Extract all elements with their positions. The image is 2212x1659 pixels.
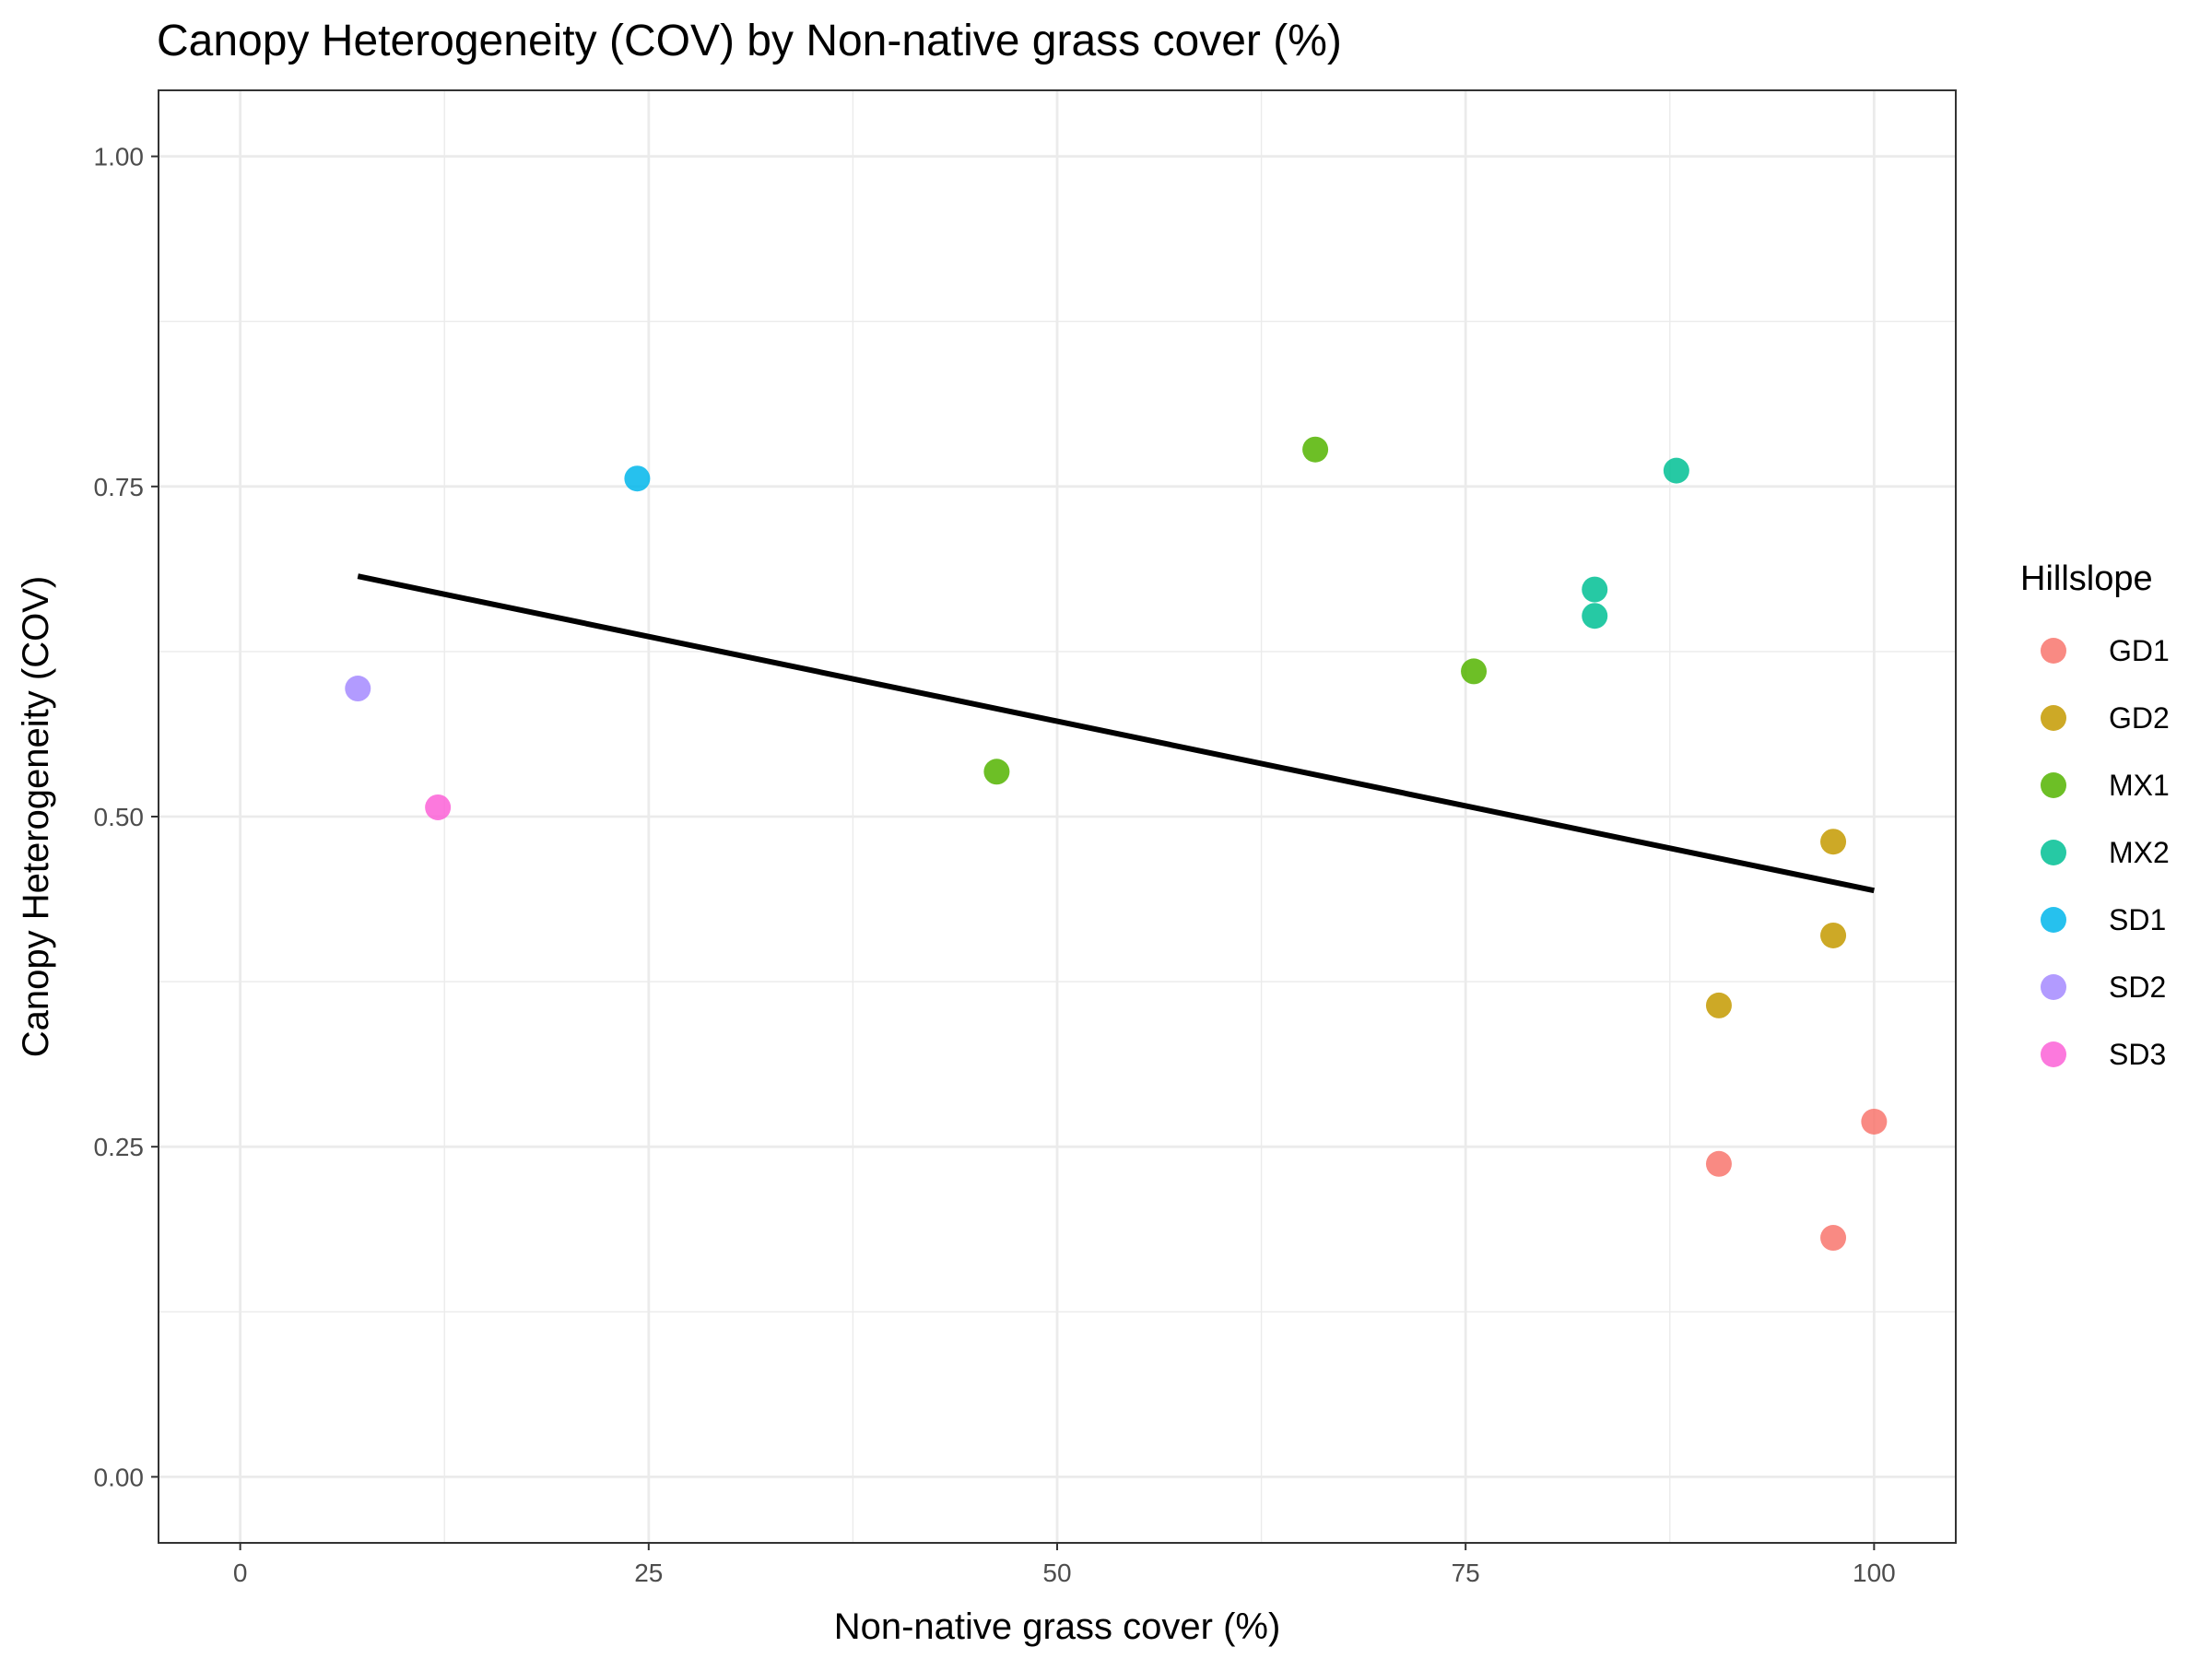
x-axis: 0 25 50 75 100 xyxy=(233,1543,1896,1587)
data-points xyxy=(345,436,1888,1252)
legend-label-sd2: SD2 xyxy=(2109,971,2166,1004)
data-point-gd1 xyxy=(1820,1225,1847,1252)
trend-line xyxy=(357,573,1875,894)
legend-label-gd1: GD1 xyxy=(2109,634,2170,667)
y-tick-label: 0.75 xyxy=(94,473,145,501)
data-point-gd1 xyxy=(1705,1150,1732,1177)
legend-label-sd3: SD3 xyxy=(2109,1038,2166,1071)
legend-key-gd2 xyxy=(2041,705,2066,731)
data-point-mx1 xyxy=(1461,658,1488,685)
data-point-mx2 xyxy=(1582,576,1608,603)
legend-label-gd2: GD2 xyxy=(2109,701,2170,735)
data-point-sd3 xyxy=(425,794,452,820)
legend: Hillslope GD1 GD2 MX1 MX2 SD1 SD2 SD3 xyxy=(2020,559,2170,1071)
x-tick-label: 50 xyxy=(1042,1559,1071,1587)
y-tick-label: 0.00 xyxy=(94,1463,145,1491)
data-point-mx2 xyxy=(1663,457,1689,484)
x-tick-label: 75 xyxy=(1452,1559,1480,1587)
y-axis-label: Canopy Heterogeneity (COV) xyxy=(16,576,56,1057)
y-axis: 0.00 0.25 0.50 0.75 1.00 xyxy=(94,143,159,1491)
major-gridlines xyxy=(159,90,1956,1543)
legend-key-sd3 xyxy=(2041,1041,2066,1067)
data-point-gd2 xyxy=(1705,992,1732,1018)
data-point-mx1 xyxy=(1302,436,1329,463)
legend-label-sd1: SD1 xyxy=(2109,903,2166,936)
x-tick-label: 0 xyxy=(233,1559,248,1587)
x-tick-label: 100 xyxy=(1853,1559,1896,1587)
data-point-mx2 xyxy=(1582,603,1608,629)
legend-key-mx1 xyxy=(2041,772,2066,798)
x-axis-label: Non-native grass cover (%) xyxy=(834,1606,1281,1647)
legend-key-sd2 xyxy=(2041,974,2066,1000)
legend-items: GD1 GD2 MX1 MX2 SD1 SD2 SD3 xyxy=(2041,634,2170,1071)
data-point-gd1 xyxy=(1861,1108,1888,1135)
y-tick-label: 1.00 xyxy=(94,143,145,171)
trend-line-group xyxy=(357,573,1875,894)
data-point-sd2 xyxy=(345,676,371,702)
legend-label-mx1: MX1 xyxy=(2109,769,2170,802)
data-point-gd2 xyxy=(1820,922,1847,948)
data-point-gd2 xyxy=(1820,829,1847,855)
data-point-sd1 xyxy=(624,465,651,492)
legend-label-mx2: MX2 xyxy=(2109,836,2170,869)
legend-title: Hillslope xyxy=(2020,559,2153,598)
data-point-mx1 xyxy=(983,759,1010,785)
y-tick-label: 0.25 xyxy=(94,1133,145,1161)
y-tick-label: 0.50 xyxy=(94,803,145,831)
legend-key-sd1 xyxy=(2041,907,2066,933)
x-tick-label: 25 xyxy=(634,1559,663,1587)
chart-title: Canopy Heterogeneity (COV) by Non-native… xyxy=(157,17,1342,65)
legend-key-mx2 xyxy=(2041,840,2066,865)
legend-key-gd1 xyxy=(2041,638,2066,664)
